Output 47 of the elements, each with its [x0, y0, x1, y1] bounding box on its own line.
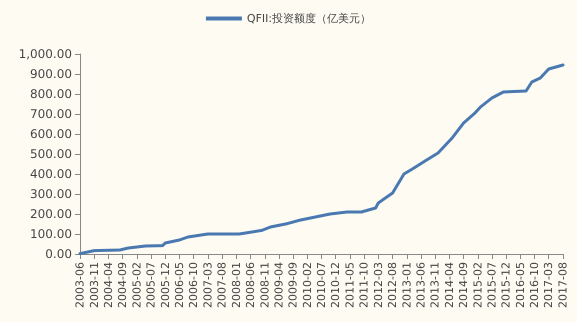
x-tick-label: 2008-06 [244, 262, 258, 308]
x-tick-label: 2009-09 [286, 262, 300, 308]
y-tick-label: 100.00 [30, 227, 72, 241]
y-tick-label: 200.00 [30, 207, 72, 221]
x-tick-label: 2005-12 [158, 262, 172, 308]
x-tick-label: 2015-12 [500, 262, 513, 308]
y-tick-label: 800.00 [30, 87, 72, 101]
x-tick-label: 2010-12 [329, 262, 342, 308]
x-tick-label: 2012-08 [386, 262, 400, 308]
x-tick-label: 2010-02 [300, 262, 314, 308]
x-tick-label: 2015-07 [485, 262, 498, 308]
y-tick-label: 700.00 [30, 107, 72, 121]
y-tick-label: 600.00 [30, 127, 72, 141]
x-tick-label: 2007-08 [216, 262, 229, 308]
x-tick-label: 2005-02 [130, 262, 144, 308]
x-tick-label: 2012-03 [372, 262, 385, 308]
y-tick-label: 300.00 [30, 187, 72, 201]
x-tick-label: 2011-05 [343, 262, 356, 308]
x-tick-label: 2008-01 [230, 262, 243, 308]
x-tick-label: 2017-08 [556, 262, 570, 308]
x-tick-label: 2005-07 [144, 262, 158, 308]
y-tick-label: 400.00 [30, 167, 72, 181]
y-tick-label: 1,000.00 [18, 47, 72, 61]
x-tick-label: 2014-04 [442, 262, 456, 308]
legend-label: QFII:投资额度（亿美元） [246, 12, 372, 25]
y-tick-label: 900.00 [30, 67, 72, 81]
x-tick-label: 2006-05 [172, 262, 186, 308]
x-tick-label: 2011-10 [358, 262, 371, 308]
y-tick-label: 500.00 [30, 147, 72, 161]
x-tick-label: 2016-05 [514, 262, 527, 308]
x-tick-label: 2016-10 [528, 262, 542, 308]
x-tick-label: 2004-04 [102, 262, 115, 308]
x-tick-label: 2004-09 [116, 262, 130, 308]
x-tick-label: 2013-01 [400, 262, 414, 308]
x-tick-label: 2003-11 [88, 262, 101, 308]
x-tick-label: 2007-03 [201, 262, 214, 308]
x-tick-label: 2009-04 [272, 262, 286, 308]
y-tick-label: 0.00 [45, 247, 72, 261]
x-tick-label: 2017-03 [542, 262, 556, 308]
x-tick-label: 2014-09 [457, 262, 470, 308]
x-tick-label: 2013-11 [428, 262, 442, 308]
x-tick-label: 2003-06 [74, 262, 86, 308]
x-tick-label: 2010-07 [314, 262, 328, 308]
x-tick-label: 2008-11 [258, 262, 272, 308]
x-tick-label: 2015-02 [471, 262, 484, 308]
x-tick-label: 2013-06 [414, 262, 428, 308]
x-tick-label: 2006-10 [187, 262, 200, 308]
